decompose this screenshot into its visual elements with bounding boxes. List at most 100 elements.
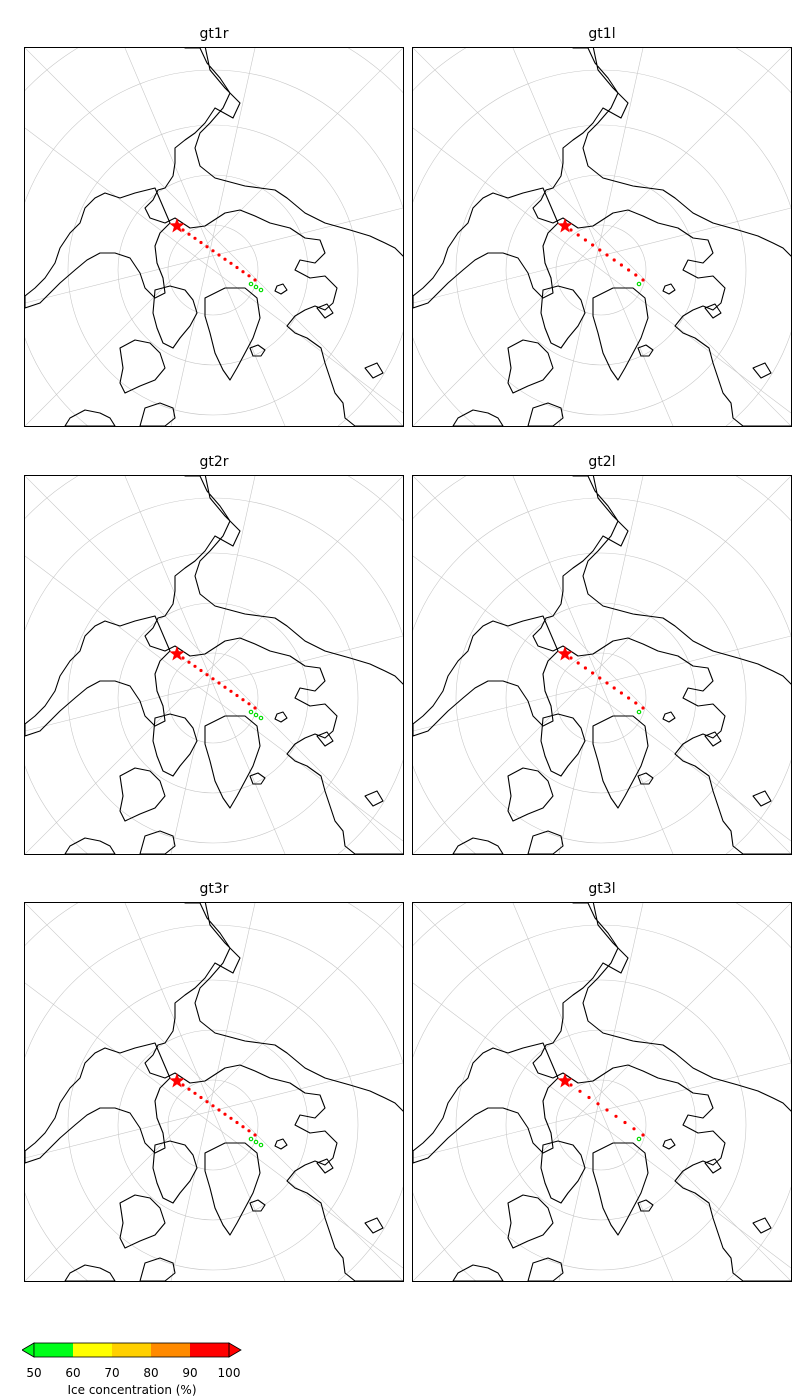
track-point (223, 257, 227, 261)
land-outline (152, 713, 198, 777)
track-point (187, 232, 191, 236)
colorbar-tick: 60 (65, 1366, 81, 1380)
graticule-circle (117, 1029, 309, 1221)
track-point (205, 245, 209, 249)
track-point-low (258, 715, 264, 721)
star-icon (169, 1073, 185, 1088)
track-point (612, 258, 616, 262)
land-outline (364, 790, 384, 807)
graticule-circle (167, 1079, 259, 1171)
land-outline (139, 402, 176, 426)
land-outline (64, 1264, 116, 1281)
land-outline (592, 715, 649, 809)
land-outline (64, 409, 116, 426)
track-point (181, 1083, 185, 1087)
land-outline (274, 1138, 288, 1150)
graticule-meridian (413, 635, 791, 732)
track-point (241, 1125, 245, 1129)
track-point (241, 698, 245, 702)
land-outline (592, 1142, 649, 1236)
polar-map (412, 47, 792, 427)
track-point-low (248, 281, 254, 287)
track-point-low (636, 1136, 642, 1142)
land-outline (637, 772, 654, 785)
land-outline (540, 713, 586, 777)
land-outline (527, 830, 564, 854)
ice-track (181, 1083, 264, 1148)
track-point (641, 706, 645, 710)
track-point (591, 671, 595, 675)
panel-title: gt3l (588, 881, 616, 897)
land-outline (704, 303, 722, 319)
land-outline (413, 1042, 559, 1164)
land-outline (592, 287, 649, 381)
graticule-meridian (170, 903, 256, 1281)
graticule (413, 903, 791, 1281)
ice-track (181, 656, 264, 721)
land-outline (152, 1140, 198, 1204)
land-outline (139, 1257, 176, 1281)
land-outline (704, 1158, 722, 1174)
track-point (193, 664, 197, 668)
track-point (241, 270, 245, 274)
track-point (247, 702, 251, 706)
track-point (598, 676, 602, 680)
land-outline (662, 1138, 676, 1150)
land-outline (119, 767, 166, 822)
track-point (591, 243, 595, 247)
land-outline (364, 1217, 384, 1234)
graticule (413, 48, 791, 426)
track-point (235, 265, 239, 270)
track-point (632, 1127, 636, 1131)
track-point (619, 691, 623, 695)
graticule-circle (167, 224, 259, 316)
graticule-meridian (413, 1062, 791, 1159)
polar-map (412, 902, 792, 1282)
land-outline (752, 362, 772, 379)
colorbar-bin (34, 1343, 73, 1357)
land-outline (452, 1264, 504, 1281)
star-icon (169, 218, 185, 233)
land-outline (637, 1199, 654, 1212)
coastline (25, 476, 403, 854)
track-point (247, 1129, 251, 1133)
map-canvas (413, 903, 791, 1281)
track-point (211, 249, 215, 253)
land-outline (540, 1140, 586, 1204)
track-point (229, 261, 233, 265)
track-point (229, 689, 233, 693)
map-canvas (25, 476, 403, 854)
track-point (583, 238, 587, 242)
track-point (205, 673, 209, 677)
land-outline (64, 837, 116, 854)
land-outline (752, 1217, 772, 1234)
graticule (413, 476, 791, 854)
graticule-circle (505, 602, 697, 794)
track-point (205, 1100, 209, 1104)
land-outline (119, 339, 166, 394)
coastline (25, 903, 403, 1281)
graticule-meridian (25, 48, 403, 426)
track-point (187, 1087, 191, 1091)
land-outline (25, 187, 171, 309)
land-outline (144, 48, 403, 426)
track-point (627, 268, 631, 272)
land-outline (532, 48, 791, 426)
graticule (25, 48, 403, 426)
track-point (578, 1089, 582, 1093)
track-point (583, 666, 587, 670)
track-point-low (253, 284, 259, 290)
land-outline (316, 1158, 334, 1174)
track-point (605, 253, 609, 257)
colorbar-tick-labels: 50 60 70 80 90 100 (22, 1366, 242, 1382)
land-outline (144, 476, 403, 854)
track-point (235, 1120, 239, 1125)
track-point (634, 701, 638, 705)
graticule-meridian (558, 476, 644, 854)
track-point (235, 693, 239, 698)
track-point (193, 236, 197, 240)
star-icon (557, 218, 573, 233)
track-point (253, 278, 257, 282)
graticule-circle (413, 924, 791, 1281)
land-outline (527, 1257, 564, 1281)
